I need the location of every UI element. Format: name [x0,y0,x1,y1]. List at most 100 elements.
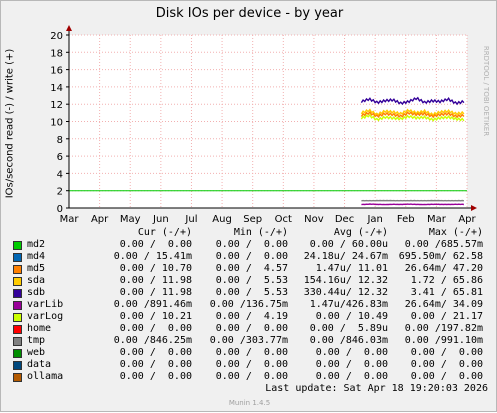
legend-avg: 1.47u/426.83m [293,299,388,310]
legend-max: 0.00 /197.82m [388,323,483,334]
legend-swatch [13,241,22,250]
header-avg: Avg (-/+) [293,227,388,238]
legend-max: 0.00 / 0.00 [388,371,483,382]
x-tick-label: Oct [275,214,292,225]
legend-min: 0.00 / 5.53 [193,287,288,298]
legend-max: 0.00 / 21.17 [388,311,483,322]
legend-series-name: ollama [27,371,63,382]
legend-max: 695.50m/ 62.58 [388,251,483,262]
legend-max: 0.00 / 0.00 [388,359,483,370]
legend-avg: 0.00 / 0.00 [293,359,388,370]
legend-avg: 0.00 / 0.00 [293,347,388,358]
legend-max: 1.72 / 65.86 [388,275,483,286]
y-tick-label: 18 [50,48,63,59]
y-tick-label: 4 [57,169,63,180]
y-tick-label: 6 [57,152,63,163]
legend-cur: 0.00 / 0.00 [97,347,192,358]
legend-cur: 0.00 /891.46m [97,299,192,310]
y-tick-label: 16 [50,66,63,77]
legend-max: 0.00 /991.10m [388,335,483,346]
x-tick-label: Jan [366,214,382,225]
x-tick-label: Apr [91,214,109,225]
legend-min: 0.00 / 0.00 [193,251,288,262]
legend-avg: 24.18u/ 24.67m [293,251,388,262]
legend-min: 0.00 /303.77m [193,335,288,346]
header-max: Max (-/+) [388,227,483,238]
legend-avg: 330.44u/ 12.32 [293,287,388,298]
legend-max: 0.00 / 0.00 [388,347,483,358]
last-update: Last update: Sat Apr 18 19:20:03 2026 [265,383,488,394]
legend-cur: 0.00 / 11.98 [97,287,192,298]
x-tick-label: Mar [60,214,80,225]
legend-series-name: web [27,347,45,358]
legend-avg: 0.00 /846.03m [293,335,388,346]
legend-cur: 0.00 / 11.98 [97,275,192,286]
y-tick-label: 2 [57,187,63,198]
legend-cur: 0.00 /846.25m [97,335,192,346]
legend-swatch [13,325,22,334]
x-axis-arrow [471,205,477,211]
legend-series-name: sdb [27,287,45,298]
y-tick-label: 12 [50,100,63,111]
header-cur: Cur (-/+) [97,227,192,238]
legend-avg: 0.00 / 0.00 [293,371,388,382]
x-tick-label: Aug [212,214,232,225]
legend-max: 26.64m/ 47.20 [388,263,483,274]
legend-swatch [13,265,22,274]
legend-avg: 154.16u/ 12.32 [293,275,388,286]
y-axis-arrow [66,25,72,31]
legend-cur: 0.00 / 0.00 [97,239,192,250]
legend-swatch [13,361,22,370]
x-tick-label: Mar [427,214,447,225]
legend-max: 0.00 /685.57m [388,239,483,250]
legend-swatch [13,337,22,346]
legend-avg: 0.00 / 60.00u [293,239,388,250]
legend-cur: 0.00 / 10.70 [97,263,192,274]
y-tick-label: 20 [50,31,63,42]
x-tick-label: Dec [335,214,354,225]
legend-swatch [13,349,22,358]
legend-max: 26.64m/ 34.09 [388,299,483,310]
legend-cur: 0.00 / 0.00 [97,323,192,334]
y-tick-label: 10 [50,118,63,129]
y-tick-label: 8 [57,135,63,146]
x-tick-label: Apr [458,214,476,225]
legend-series-name: md2 [27,239,45,250]
x-tick-label: May [120,214,141,225]
legend-series-name: sda [27,275,45,286]
legend-avg: 0.00 / 10.49 [293,311,388,322]
legend-min: 0.00 / 4.57 [193,263,288,274]
legend-swatch [13,253,22,262]
legend-series-name: home [27,323,51,334]
legend-cur: 0.00 / 0.00 [97,371,192,382]
legend-avg: 0.00 / 5.89u [293,323,388,334]
legend-series-name: md5 [27,263,45,274]
series-line-varLib [361,204,464,205]
legend-min: 0.00 / 0.00 [193,371,288,382]
legend-min: 0.00 /136.75m [193,299,288,310]
legend-cur: 0.00 / 10.21 [97,311,192,322]
legend-series-name: md4 [27,251,45,262]
legend-min: 0.00 / 4.19 [193,311,288,322]
legend-min: 0.00 / 0.00 [193,347,288,358]
legend-series-name: varLog [27,311,63,322]
legend-header-row: Cur (-/+) Min (-/+) Avg (-/+) Max (-/+) [13,227,493,239]
legend-min: 0.00 / 0.00 [193,239,288,250]
legend-table: Cur (-/+) Min (-/+) Avg (-/+) Max (-/+) … [13,227,493,383]
legend-cur: 0.00 / 15.41m [97,251,192,262]
legend-swatch [13,313,22,322]
legend-series-name: data [27,359,51,370]
munin-version: Munin 1.4.5 [1,399,497,407]
legend-swatch [13,373,22,382]
